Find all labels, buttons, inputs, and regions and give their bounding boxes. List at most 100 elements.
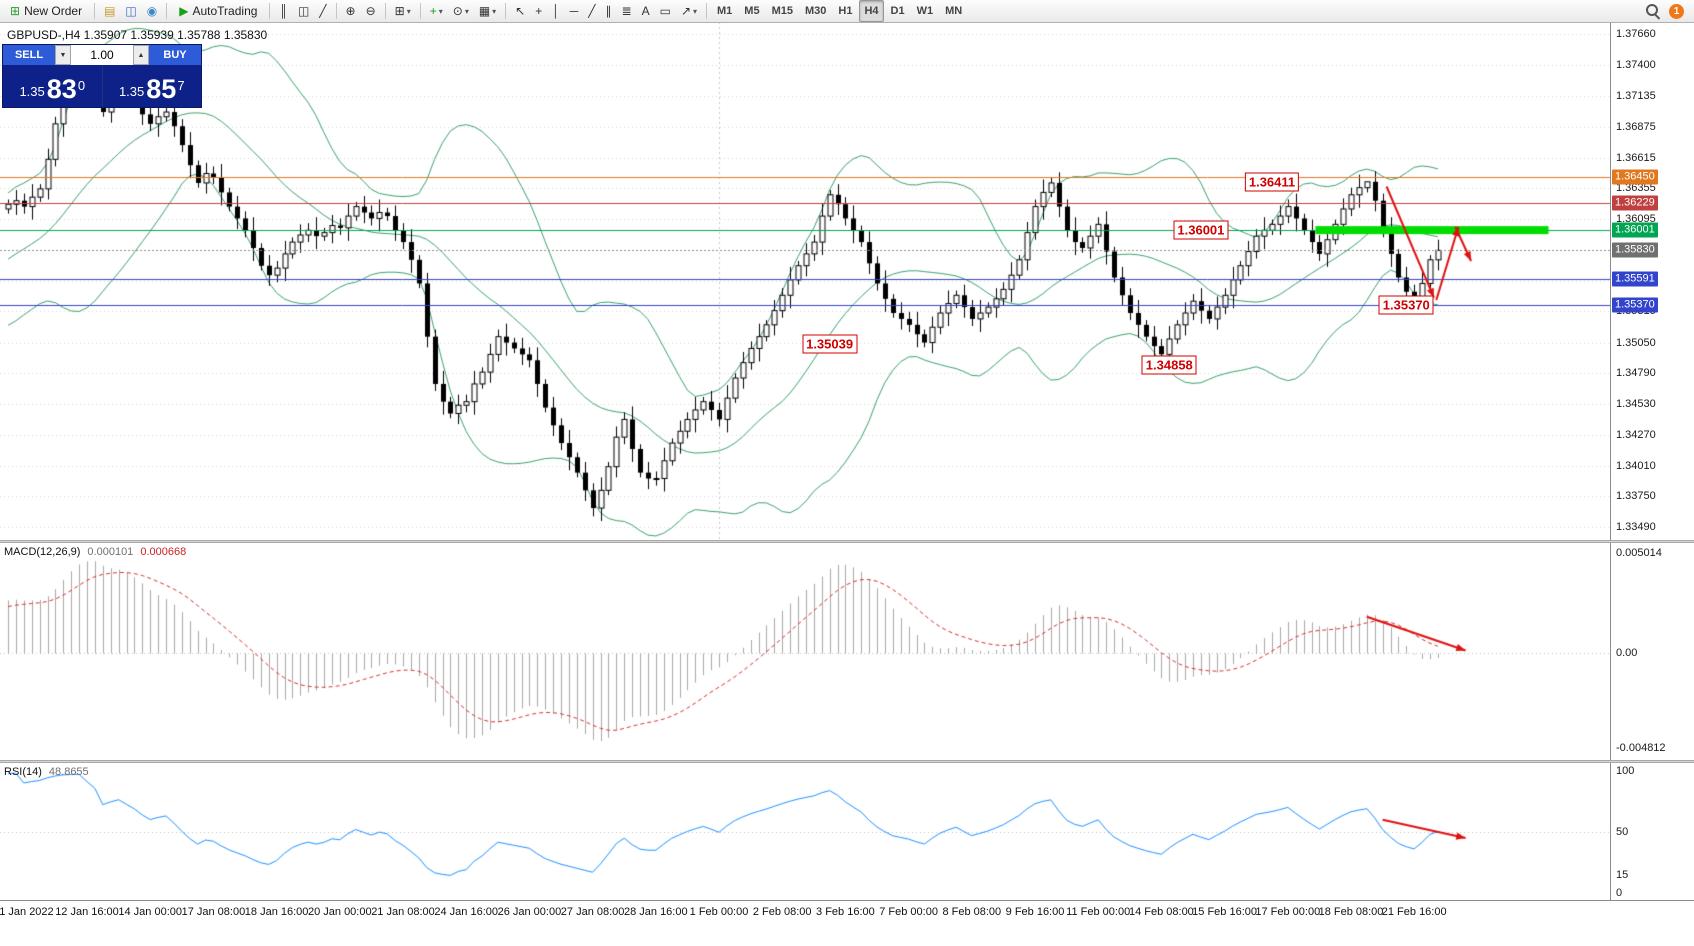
price-tag-1.35830[interactable]: 1.35830 [1612,242,1658,258]
candlestick-chart-icon[interactable]: ◫ [294,1,313,21]
fibonacci-icon: ≣ [621,4,632,18]
price-axis[interactable]: 1.37660 1.37400 1.37135 1.36875 1.36615 1.363… [1610,22,1694,540]
panel-splitter[interactable] [0,540,1694,543]
periods-icon[interactable]: ⊙ ▾ [449,1,473,21]
sell-price-pips: 83 [46,74,77,104]
zoom-in-icon: ⊕ [345,4,356,18]
volume-down-button[interactable]: ▼ [55,45,71,65]
indicators-icon[interactable]: + ▾ [426,1,447,21]
rsi-canvas[interactable] [0,763,1610,900]
time-label: 21 Jan 08:00 [371,906,435,918]
autotrading-button: ▶ [179,4,189,18]
timeframe-w1-button[interactable]: W1 [916,5,934,17]
buy-price[interactable]: 1.35 85 7 [101,65,202,107]
timeframe-mn-button[interactable]: MN [945,5,963,17]
sell-price-point: 0 [77,78,86,93]
macd-value-main: 0.000101 [87,546,134,558]
price-tick-label: 1.34010 [1616,459,1656,472]
tile-windows-icon[interactable]: ⊞ ▾ [391,1,415,21]
autotrading-button[interactable]: ▶ AutoTrading [172,1,264,21]
price-chart-canvas[interactable] [0,22,1610,540]
zoom-in-icon[interactable]: ⊕ [342,1,360,21]
line-chart-icon[interactable]: ╱ [315,1,330,21]
navigator-icon[interactable]: ◉ [143,1,161,21]
time-label: 20 Jan 00:00 [307,906,372,918]
search-icon[interactable] [1646,4,1660,18]
arrows-icon: ↗ [680,4,691,18]
timeframe-m30-button[interactable]: M30 [804,5,827,17]
arrows-icon[interactable]: ↗ ▾ [677,1,701,21]
rsi-value: 48.8655 [48,766,89,778]
buy-button[interactable]: BUY [149,45,201,65]
notification-badge[interactable]: 1 [1669,3,1684,19]
price-callout-1.35039[interactable]: 1.35039 [802,334,858,354]
new-order-button[interactable]: ⊞ New Order [3,1,89,21]
sell-button[interactable]: SELL [3,45,55,65]
price-tag-1.35591[interactable]: 1.35591 [1612,271,1658,287]
price-tag-1.36450[interactable]: 1.36450 [1612,169,1658,185]
channel-icon[interactable]: ∥ [602,1,616,21]
timeframe-m15-button[interactable]: M15 [771,5,793,17]
dropdown-caret-icon: ▾ [464,6,469,16]
rsi-tick-label: 50 [1616,826,1629,838]
macd-tick-label: 0.005014 [1616,547,1662,559]
text-icon[interactable]: A [638,1,654,21]
trade-panel-controls: SELL ▼ ▲ BUY [3,45,201,65]
trendline-icon[interactable]: ╱ [584,1,599,21]
line-chart-icon: ╱ [319,4,327,18]
bar-chart-icon[interactable]: ║ [275,1,292,21]
timeframe-m5-button[interactable]: M5 [744,5,760,17]
price-tick-label: 1.36615 [1616,151,1656,164]
volume-input[interactable] [71,45,133,65]
vertical-line-icon[interactable]: │ [548,1,564,21]
price-tag-1.35370[interactable]: 1.35370 [1612,297,1658,313]
metaeditor-icon: ▤ [104,4,116,18]
new-order-button: ⊞ [10,4,21,18]
timeframe-h1-button[interactable]: H1 [838,5,853,17]
time-label: 27 Jan 08:00 [560,906,625,918]
price-tick-label: 1.33750 [1616,490,1656,503]
volume-up-button[interactable]: ▲ [133,45,149,65]
price-tick-label: 1.34270 [1616,428,1656,441]
macd-title: MACD(12,26,9) 0.000101 0.000668 [4,546,186,558]
timeframe-d1-button[interactable]: D1 [890,5,905,17]
sell-price[interactable]: 1.35 83 0 [3,65,102,107]
timeframe-h4-button[interactable]: H4 [859,0,884,22]
market-watch-icon: ◫ [125,4,137,18]
crosshair-icon[interactable]: + [531,1,546,21]
chart-annotations-overlay: 1.36411 1.36001 1.35039 1.34858 1.35370 [0,22,1694,540]
price-callout-1.36001[interactable]: 1.36001 [1173,220,1229,240]
time-label: 18 Jan 16:00 [244,906,309,918]
horizontal-line-icon[interactable]: ─ [566,1,583,21]
label-icon[interactable]: ▭ [656,1,675,21]
dropdown-caret-icon: ▾ [693,6,698,16]
panel-splitter[interactable] [0,760,1694,763]
macd-axis[interactable]: 0.005014 0.00 -0.004812 [1610,543,1694,760]
toolbar-separator [335,3,337,19]
time-label: 8 Feb 08:00 [942,906,1002,918]
time-label: 15 Feb 16:00 [1192,906,1258,918]
rsi-axis[interactable]: 100 50 15 0 [1610,763,1694,900]
market-watch-icon[interactable]: ◫ [121,1,140,21]
trade-panel-prices: 1.35 83 0 1.35 85 7 [3,65,201,107]
time-label: 2 Feb 08:00 [752,906,812,918]
price-callout-1.36411[interactable]: 1.36411 [1244,172,1300,192]
price-callout-1.35370[interactable]: 1.35370 [1378,295,1434,315]
price-callout-1.34858[interactable]: 1.34858 [1141,355,1197,375]
time-label: 17 Feb 00:00 [1255,906,1321,918]
cursor-icon[interactable]: ↖ [511,1,529,21]
templates-icon[interactable]: ▦ ▾ [475,1,500,21]
timeframe-m1-button[interactable]: M1 [717,5,733,17]
fibonacci-icon[interactable]: ≣ [618,1,636,21]
toolbar-separator [419,3,421,19]
price-tag-1.36001[interactable]: 1.36001 [1612,222,1658,238]
price-tag-1.36229[interactable]: 1.36229 [1612,195,1658,211]
zoom-out-icon[interactable]: ⊖ [362,1,380,21]
buy-price-figure: 1.35 [118,84,145,99]
metaeditor-icon[interactable]: ▤ [100,1,119,21]
price-tick-label: 1.36095 [1616,213,1656,226]
price-tick-label: 1.37135 [1616,90,1656,103]
time-label: 18 Feb 08:00 [1318,906,1384,918]
macd-canvas[interactable] [0,543,1610,760]
